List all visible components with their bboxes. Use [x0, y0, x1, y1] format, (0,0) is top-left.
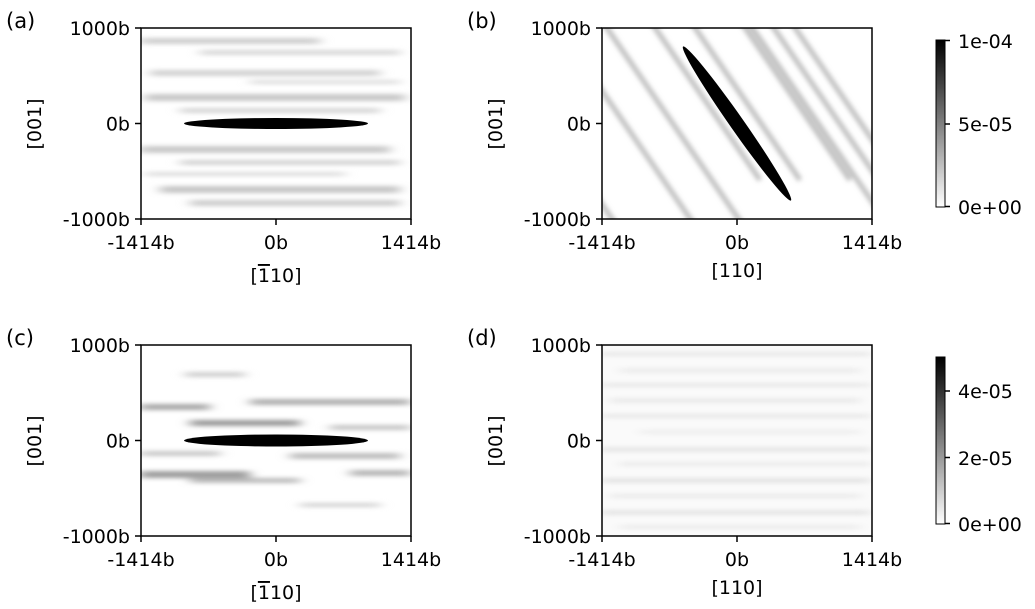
panel-d: (d) 1000b 0b -1000b -1414b 0b 1414b [110… — [467, 326, 902, 599]
panel-a-xtick-label: -1414b — [107, 232, 174, 254]
panel-b-heatmap — [602, 28, 872, 219]
panel-c-ytick-label: 1000b — [70, 335, 130, 357]
panel-c-xlabel: [110] — [250, 582, 301, 604]
panel-a-ylabel: [001] — [24, 98, 46, 149]
panel-b-ytick-label: 0b — [567, 114, 591, 136]
panel-b-xtick-label: -1414b — [568, 232, 635, 254]
panel-b-xlabel: [110] — [711, 260, 762, 282]
panel-a-label: (a) — [6, 9, 35, 33]
panel-b-ytick-label: 1000b — [531, 18, 591, 40]
panel-a-heatmap — [141, 28, 411, 219]
panel-b-ellipse — [682, 46, 792, 201]
panel-d-background — [602, 345, 872, 536]
panel-c-ellipse — [184, 434, 368, 447]
panel-a-streaks — [141, 38, 405, 206]
panel-a-xtick-label: 0b — [264, 232, 288, 254]
panel-a: (a) 1000b 0b -1000b -1414b 0b 1414b [110… — [6, 9, 441, 287]
panel-a-ytick-label: -1000b — [63, 209, 130, 231]
panel-d-xtick-label: -1414b — [568, 549, 635, 571]
panel-b-xtick-label: 1414b — [842, 232, 902, 254]
panel-d-xlabel: [110] — [711, 577, 762, 599]
panel-b-ylabel: [001] — [485, 98, 507, 149]
panel-a-ytick-label: 1000b — [70, 18, 130, 40]
panel-c-streaks — [141, 372, 410, 507]
panel-c: (c) 1000b 0b -1000b -1414b 0b 1414b [110… — [6, 326, 441, 604]
colorbar-top-tick-label: 0e+00 — [958, 197, 1022, 219]
panel-c-xtick-label: 1414b — [381, 549, 441, 571]
colorbar-bottom-tick-label: 2e-05 — [958, 448, 1013, 470]
colorbar-bottom-tick-label: 0e+00 — [958, 514, 1022, 536]
panel-c-ylabel: [001] — [24, 415, 46, 466]
colorbar-top-gradient — [935, 39, 946, 208]
panel-b: (b) 1000b 0b -1000b -1414b 0b 1414b [110… — [467, 9, 902, 282]
panel-d-ytick-label: 0b — [567, 431, 591, 453]
panel-a-ellipse — [184, 118, 368, 129]
colorbar-top-tick-label: 1e-04 — [958, 31, 1013, 53]
panel-d-streaks — [602, 352, 870, 529]
panel-d-xtick-label: 1414b — [842, 549, 902, 571]
panel-a-xtick-label: 1414b — [381, 232, 441, 254]
panel-c-xtick-label: 0b — [264, 549, 288, 571]
colorbar-bottom-gradient — [935, 356, 946, 525]
panel-d-label: (d) — [467, 326, 497, 350]
panel-d-ylabel: [001] — [485, 415, 507, 466]
colorbar-bottom-tick-label: 4e-05 — [958, 381, 1013, 403]
panel-c-heatmap — [141, 345, 411, 536]
panel-d-heatmap — [602, 345, 872, 536]
panel-d-ytick-label: -1000b — [524, 526, 591, 548]
panel-c-ytick-label: 0b — [106, 431, 130, 453]
panel-c-xtick-label: -1414b — [107, 549, 174, 571]
panel-d-ytick-label: 1000b — [531, 335, 591, 357]
panel-b-stripes — [602, 28, 872, 219]
colorbar-bottom: 4e-05 2e-05 0e+00 — [935, 356, 1022, 536]
panel-a-xlabel: [110] — [250, 265, 301, 287]
panel-c-label: (c) — [6, 326, 34, 350]
panel-c-ytick-label: -1000b — [63, 526, 130, 548]
colorbar-top-tick-label: 5e-05 — [958, 114, 1013, 136]
panel-a-ytick-label: 0b — [106, 114, 130, 136]
panel-b-xtick-label: 0b — [725, 232, 749, 254]
panel-b-ytick-label: -1000b — [524, 209, 591, 231]
colorbar-top: 1e-04 5e-05 0e+00 — [935, 31, 1022, 219]
panel-b-label: (b) — [467, 9, 497, 33]
panel-d-xtick-label: 0b — [725, 549, 749, 571]
